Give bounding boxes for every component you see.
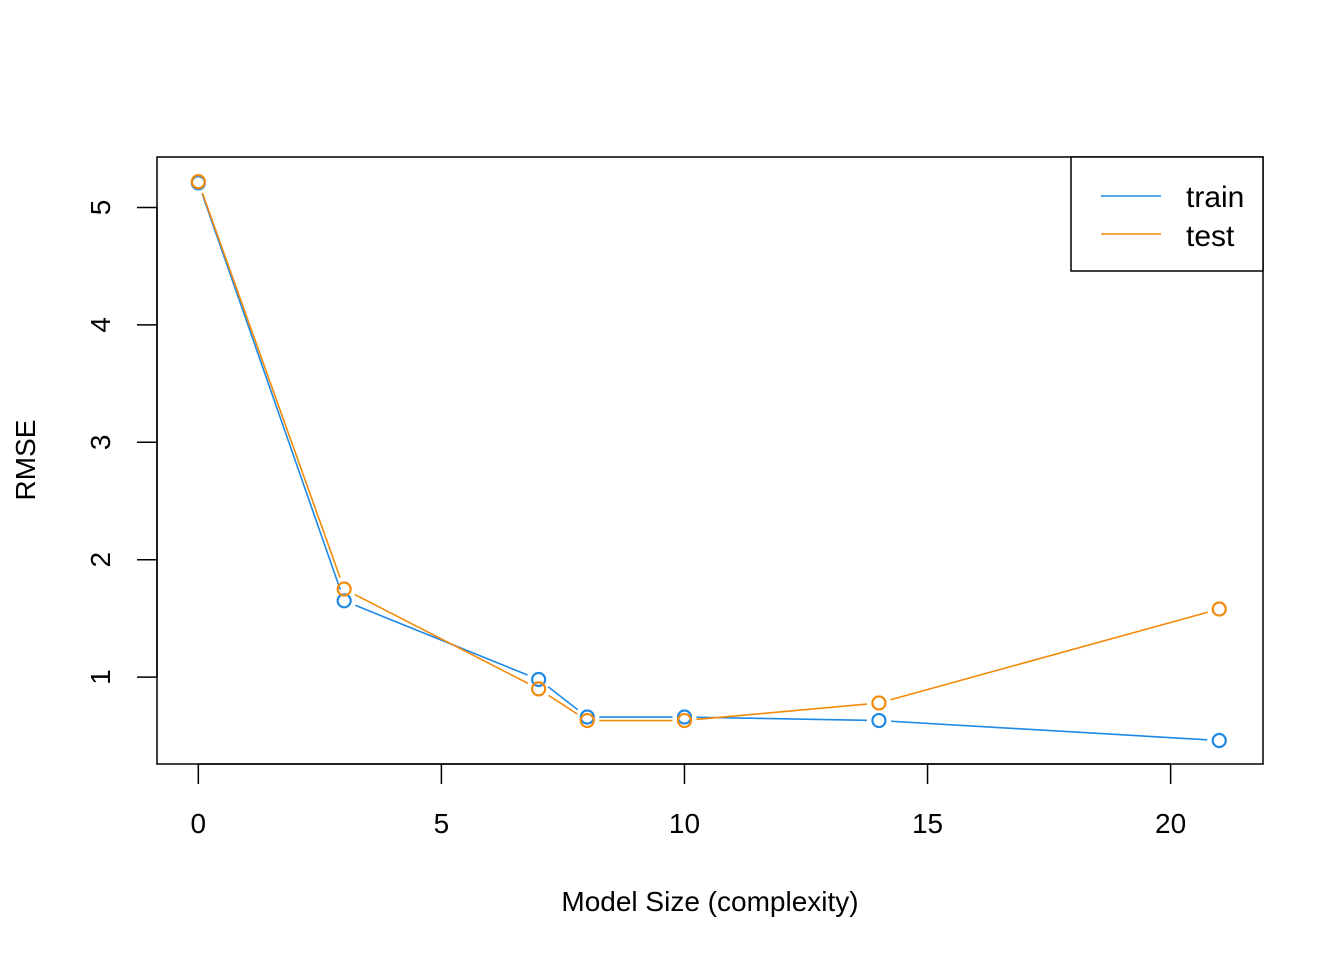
series-segment-train <box>547 686 579 711</box>
data-point-test <box>871 695 887 711</box>
data-point-test <box>190 174 206 190</box>
legend-label-test: test <box>1186 220 1235 253</box>
series-segment-train <box>696 716 867 722</box>
y-tick-label: 5 <box>85 200 116 216</box>
data-point-train <box>531 671 547 688</box>
series-segment-test <box>354 593 529 685</box>
series-segment-train <box>354 604 528 676</box>
data-point-test <box>579 712 595 729</box>
data-point-train <box>871 712 887 729</box>
data-point-test <box>336 581 352 597</box>
series-train <box>190 175 1227 749</box>
series-segment-test <box>696 703 868 721</box>
series-segment-train <box>890 720 1208 741</box>
series-layer <box>190 174 1227 749</box>
y-tick-label: 4 <box>85 317 116 333</box>
legend: train test <box>1070 156 1264 272</box>
x-tick-label: 0 <box>191 808 207 839</box>
y-axis-label: RMSE <box>10 420 41 501</box>
x-tick-label: 5 <box>434 808 450 839</box>
data-point-test <box>1211 601 1227 617</box>
data-point-test <box>676 712 693 729</box>
data-point-test <box>531 681 547 697</box>
y-axis: 1 2 3 4 5 <box>85 200 158 685</box>
y-tick-label: 3 <box>85 435 116 451</box>
series-segment-test <box>890 611 1208 701</box>
series-test <box>190 174 1227 729</box>
x-tick-label: 20 <box>1155 808 1186 839</box>
x-tick-label: 15 <box>912 808 943 839</box>
legend-box <box>1070 156 1264 272</box>
x-tick-label: 10 <box>669 808 700 839</box>
y-tick-label: 1 <box>85 669 116 685</box>
x-axis: 0 5 10 15 20 <box>191 763 1186 839</box>
series-segment-train <box>201 193 341 590</box>
series-segment-test <box>201 192 341 579</box>
x-axis-label: Model Size (complexity) <box>561 886 858 917</box>
data-point-train <box>336 593 352 609</box>
data-point-train <box>1211 732 1227 749</box>
series-segment-test <box>548 694 578 715</box>
legend-label-train: train <box>1186 181 1244 214</box>
y-tick-label: 2 <box>85 552 116 568</box>
